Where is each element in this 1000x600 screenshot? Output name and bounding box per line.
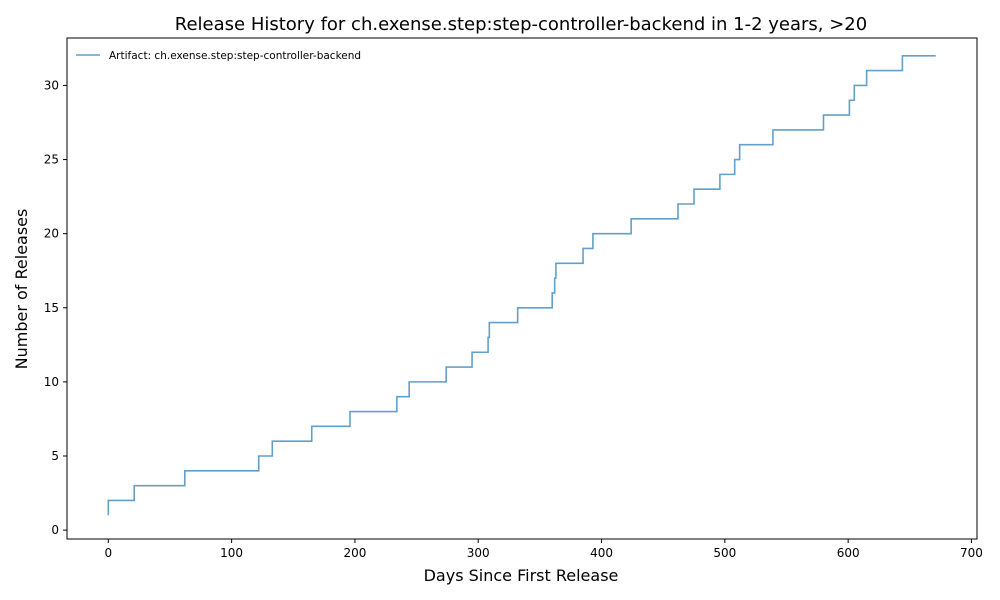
y-tick-label: 10 xyxy=(44,375,59,389)
legend-label: Artifact: ch.exense.step:step-controller… xyxy=(109,50,361,62)
y-axis-label: Number of Releases xyxy=(12,209,31,370)
chart-title: Release History for ch.exense.step:step-… xyxy=(175,14,867,35)
series-layer xyxy=(107,54,936,516)
y-tick-label: 20 xyxy=(44,227,59,241)
x-tick-label: 400 xyxy=(590,546,613,560)
legend: Artifact: ch.exense.step:step-controller… xyxy=(76,50,361,62)
series-line xyxy=(107,54,936,516)
x-tick-label: 600 xyxy=(837,546,860,560)
y-tick-label: 5 xyxy=(51,449,59,463)
y-tick-label: 25 xyxy=(44,153,59,167)
x-axis-label: Days Since First Release xyxy=(424,566,619,585)
y-tick-label: 30 xyxy=(44,78,59,92)
plot-frame xyxy=(66,37,978,540)
x-tick-label: 200 xyxy=(343,546,366,560)
x-tick-label: 100 xyxy=(220,546,243,560)
ticks: 0 100 200 300 400 500 600 700 0 5 10 15 20 25 30 xyxy=(44,78,983,560)
y-tick-label: 0 xyxy=(51,523,59,537)
x-tick-label: 500 xyxy=(713,546,736,560)
y-tick-label: 15 xyxy=(44,301,59,315)
x-tick-label: 0 xyxy=(104,546,112,560)
x-tick-label: 300 xyxy=(467,546,490,560)
axes xyxy=(66,37,978,540)
x-tick-label: 700 xyxy=(960,546,983,560)
